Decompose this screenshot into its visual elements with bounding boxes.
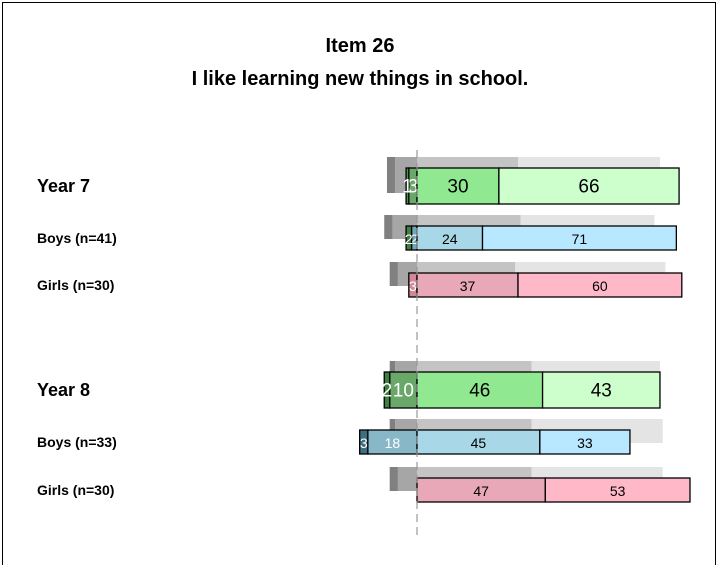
value-label: 71	[572, 231, 588, 247]
value-label: 47	[473, 483, 489, 499]
bar-segment	[517, 272, 683, 298]
value-label: 24	[442, 231, 458, 247]
comparison-bar	[389, 467, 398, 491]
bar-segment	[405, 167, 410, 205]
comparison-bar	[397, 467, 417, 491]
value-label: 53	[610, 483, 626, 499]
chart-title: Item 26	[326, 35, 395, 57]
value-label: 2	[410, 231, 418, 247]
chart-subtitle: I like learning new things in school.	[192, 68, 529, 90]
comparison-bar	[384, 215, 393, 239]
value-label: 3	[360, 435, 368, 451]
bar-segment	[416, 225, 484, 251]
row-label: Year 7	[37, 176, 90, 196]
bar-segment	[359, 429, 369, 455]
bar-segment	[498, 167, 680, 205]
value-label: 3	[409, 278, 417, 294]
value-label: 2	[405, 231, 413, 247]
bar-segment	[544, 477, 691, 503]
value-label: 37	[460, 278, 476, 294]
value-label: 2	[382, 381, 393, 402]
row-label: Girls (n=30)	[37, 482, 114, 498]
row-label: Year 8	[37, 380, 90, 400]
bar-segment	[383, 371, 391, 409]
value-label: 46	[469, 381, 490, 402]
comparison-bar	[389, 262, 398, 286]
bar-segment	[541, 371, 661, 409]
value-label: 1	[402, 177, 413, 198]
bar-segment	[539, 429, 631, 455]
value-label: 45	[471, 435, 487, 451]
bar-segment	[416, 477, 546, 503]
value-label: 33	[577, 435, 593, 451]
row-label: Girls (n=30)	[37, 277, 114, 293]
value-label: 60	[592, 278, 608, 294]
value-label: 43	[591, 381, 612, 402]
bar-segment	[481, 225, 677, 251]
value-label: 18	[385, 435, 401, 451]
value-label: 3	[408, 177, 419, 198]
bar-segment	[416, 167, 500, 205]
bar-segment	[416, 371, 544, 409]
row-label: Boys (n=33)	[37, 434, 117, 450]
bar-segment	[405, 225, 413, 251]
value-label: 66	[578, 177, 599, 198]
comparison-bar	[386, 157, 396, 193]
bar-segment	[367, 429, 418, 455]
value-label: 10	[393, 381, 414, 402]
row-label: Boys (n=41)	[37, 230, 117, 246]
value-label: 30	[447, 177, 468, 198]
